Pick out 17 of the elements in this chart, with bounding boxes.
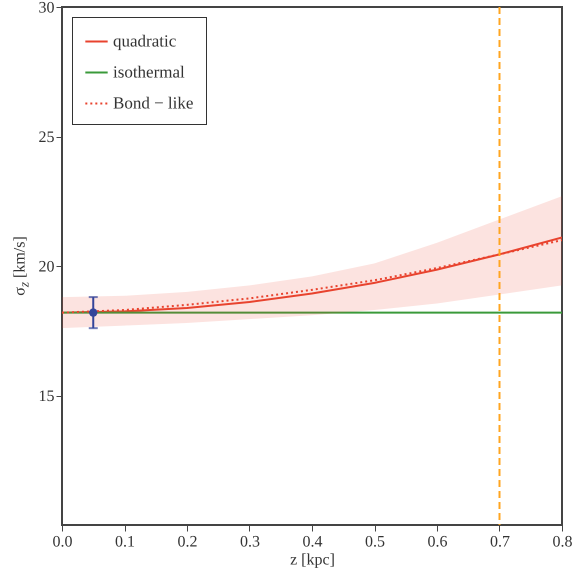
x-tick-label: 0.6 [428, 534, 448, 550]
y-tick-label: 30 [38, 0, 54, 16]
y-tick-label: 25 [38, 129, 54, 146]
x-tick-label: 0.3 [240, 534, 260, 550]
legend-label: Bond − like [113, 94, 194, 112]
legend-label: quadratic [113, 32, 177, 50]
x-tick-label: 0.5 [365, 534, 385, 550]
legend-label: isothermal [113, 62, 186, 82]
y-tick-label: 20 [38, 258, 54, 276]
x-tick-label: 0.8 [552, 534, 572, 550]
x-tick-label: 0.4 [302, 534, 322, 550]
y-tick-label: 15 [38, 388, 54, 405]
x-tick-label: 0.1 [115, 534, 135, 550]
x-tick-label: 0.0 [52, 534, 72, 550]
x-axis-title: z [kpc] [290, 552, 335, 568]
x-tick-label: 0.7 [490, 534, 510, 550]
x-tick-label: 0.2 [178, 534, 198, 550]
